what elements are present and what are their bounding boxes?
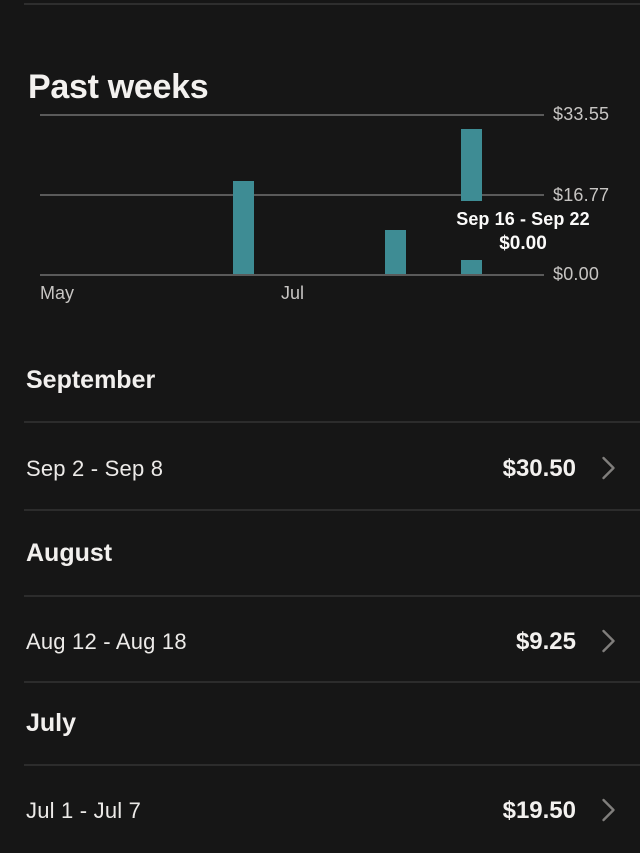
divider	[24, 509, 640, 511]
selected-week-tooltip: Sep 16 - Sep 22 $0.00	[443, 201, 603, 260]
divider	[24, 764, 640, 766]
month-header-september: September	[26, 366, 156, 394]
x-axis-tick-jul: Jul	[281, 283, 305, 303]
y-axis-tick-mid: $16.77	[553, 185, 610, 205]
week-amount: $19.50	[502, 797, 576, 824]
week-range-label: Aug 12 - Aug 18	[26, 629, 187, 654]
week-row-aug12[interactable]: Aug 12 - Aug 18 $9.25	[0, 595, 640, 681]
week-range-label: Sep 2 - Sep 8	[26, 456, 164, 481]
gridline-baseline	[40, 274, 544, 276]
chevron-right-icon	[600, 795, 617, 825]
tooltip-amount-label: $0.00	[499, 233, 547, 254]
divider	[24, 681, 640, 683]
page-title: Past weeks	[28, 67, 209, 106]
week-amount: $30.50	[502, 455, 576, 482]
week-amount: $9.25	[515, 628, 576, 655]
tooltip-week-label: Sep 16 - Sep 22	[456, 209, 590, 229]
divider	[24, 595, 640, 597]
y-axis-tick-zero: $0.00	[553, 264, 600, 284]
chevron-right-icon	[600, 626, 617, 656]
bar-week-aug12[interactable]	[385, 229, 406, 274]
top-divider	[24, 3, 640, 5]
month-header-august: August	[26, 539, 113, 567]
gridline-middle	[40, 194, 544, 196]
month-header-july: July	[26, 709, 77, 737]
bar-week-jul1[interactable]	[233, 181, 254, 274]
week-range-label: Jul 1 - Jul 7	[26, 798, 142, 823]
week-row-jul1[interactable]: Jul 1 - Jul 7 $19.50	[0, 764, 640, 853]
x-axis-tick-may: May	[40, 283, 75, 303]
gridline-top	[40, 114, 544, 116]
earnings-bar-chart: $33.55 $16.77 $0.00 May Jul Sep 16 - Sep…	[0, 0, 640, 320]
divider	[24, 421, 640, 423]
week-row-sep2[interactable]: Sep 2 - Sep 8 $30.50	[0, 422, 640, 509]
chevron-right-icon	[600, 453, 617, 483]
y-axis-tick-max: $33.55	[553, 104, 610, 124]
